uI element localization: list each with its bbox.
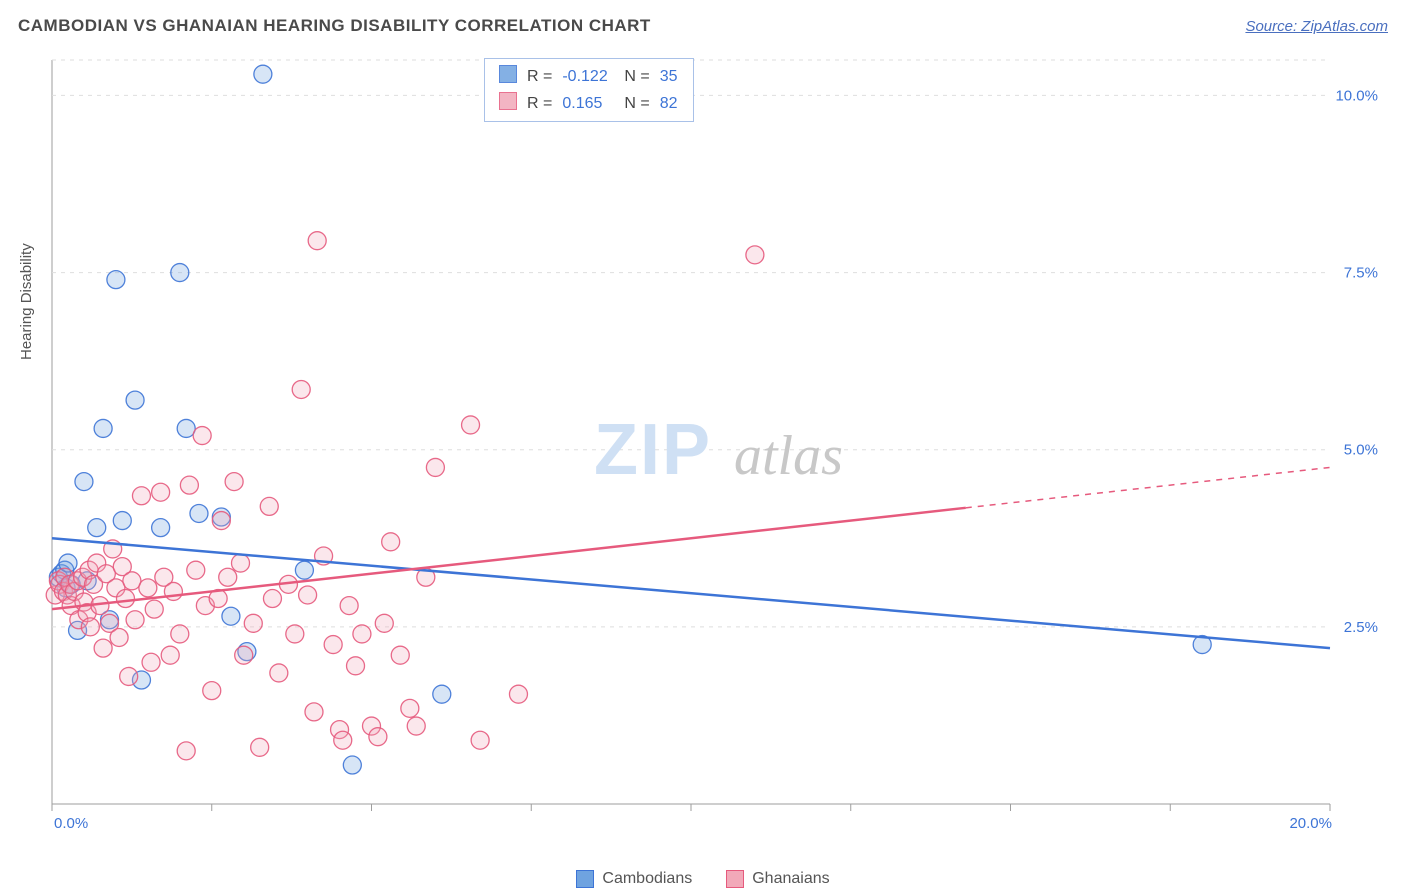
data-point — [88, 519, 106, 537]
stat-label: R = — [523, 91, 556, 116]
watermark: atlas — [734, 425, 843, 487]
data-point — [401, 699, 419, 717]
data-point — [433, 685, 451, 703]
data-point — [171, 625, 189, 643]
legend-bottom: Cambodians Ghanaians — [0, 870, 1406, 888]
data-point — [94, 639, 112, 657]
data-point — [203, 682, 221, 700]
data-point — [75, 473, 93, 491]
x-tick-label: 20.0% — [1289, 815, 1332, 832]
x-tick-label: 0.0% — [54, 815, 88, 832]
y-tick-label: 10.0% — [1335, 87, 1378, 104]
y-tick-label: 5.0% — [1344, 442, 1378, 459]
data-point — [164, 582, 182, 600]
data-point — [161, 646, 179, 664]
data-point — [212, 512, 230, 530]
data-point — [471, 731, 489, 749]
data-point — [116, 590, 134, 608]
data-point — [126, 611, 144, 629]
data-point — [308, 232, 326, 250]
data-point — [340, 597, 358, 615]
data-point — [132, 487, 150, 505]
data-point — [353, 625, 371, 643]
chart-title: CAMBODIAN VS GHANAIAN HEARING DISABILITY… — [18, 16, 651, 36]
data-point — [375, 614, 393, 632]
data-point — [126, 391, 144, 409]
data-point — [81, 618, 99, 636]
data-point — [324, 636, 342, 654]
data-point — [222, 607, 240, 625]
data-point — [152, 483, 170, 501]
legend-item: Cambodians — [576, 870, 692, 888]
stat-n-value: 35 — [656, 64, 682, 89]
stat-n-value: 82 — [656, 91, 682, 116]
data-point — [746, 246, 764, 264]
data-point — [235, 646, 253, 664]
data-point — [391, 646, 409, 664]
data-point — [369, 728, 387, 746]
legend-item: Ghanaians — [726, 870, 829, 888]
data-point — [343, 756, 361, 774]
data-point — [232, 554, 250, 572]
y-axis-label: Hearing Disability — [18, 243, 35, 360]
stat-label: R = — [523, 64, 556, 89]
stat-label: N = — [620, 64, 653, 89]
data-point — [123, 572, 141, 590]
data-point — [142, 653, 160, 671]
legend-swatch — [726, 870, 744, 888]
data-point — [407, 717, 425, 735]
data-point — [171, 264, 189, 282]
data-point — [305, 703, 323, 721]
data-point — [193, 427, 211, 445]
data-point — [145, 600, 163, 618]
watermark: ZIP — [594, 410, 712, 490]
data-point — [225, 473, 243, 491]
data-point — [260, 497, 278, 515]
data-point — [299, 586, 317, 604]
data-point — [94, 419, 112, 437]
data-point — [139, 579, 157, 597]
data-point — [113, 512, 131, 530]
data-point — [180, 476, 198, 494]
data-point — [177, 742, 195, 760]
data-point — [286, 625, 304, 643]
data-point — [292, 380, 310, 398]
trend-line — [52, 508, 966, 609]
trend-line-extrapolated — [966, 467, 1330, 507]
data-point — [110, 628, 128, 646]
data-point — [334, 731, 352, 749]
stat-r-value: -0.122 — [558, 64, 618, 89]
data-point — [152, 519, 170, 537]
stats-legend-box: R =-0.122N =35 R =0.165N =82 — [484, 58, 694, 122]
data-point — [107, 271, 125, 289]
source-link[interactable]: Source: ZipAtlas.com — [1245, 18, 1388, 35]
data-point — [462, 416, 480, 434]
data-point — [270, 664, 288, 682]
data-point — [190, 504, 208, 522]
y-tick-label: 7.5% — [1344, 265, 1378, 282]
legend-label: Cambodians — [602, 870, 692, 888]
header-row: CAMBODIAN VS GHANAIAN HEARING DISABILITY… — [18, 12, 1388, 40]
data-point — [177, 419, 195, 437]
data-point — [120, 667, 138, 685]
legend-label: Ghanaians — [752, 870, 829, 888]
data-point — [382, 533, 400, 551]
data-point — [251, 738, 269, 756]
data-point — [244, 614, 262, 632]
data-point — [263, 590, 281, 608]
data-point — [295, 561, 313, 579]
legend-swatch — [576, 870, 594, 888]
data-point — [347, 657, 365, 675]
data-point — [254, 65, 272, 83]
data-point — [219, 568, 237, 586]
stat-label: N = — [620, 91, 653, 116]
stat-r-value: 0.165 — [558, 91, 618, 116]
data-point — [426, 458, 444, 476]
trend-line — [52, 538, 1330, 648]
data-point — [509, 685, 527, 703]
data-point — [187, 561, 205, 579]
scatter-chart: 2.5% 5.0% 7.5% 10.0% 0.0% 20.0% ZIP atlas — [44, 54, 1388, 842]
chart-container: CAMBODIAN VS GHANAIAN HEARING DISABILITY… — [0, 0, 1406, 892]
y-tick-label: 2.5% — [1344, 619, 1378, 636]
